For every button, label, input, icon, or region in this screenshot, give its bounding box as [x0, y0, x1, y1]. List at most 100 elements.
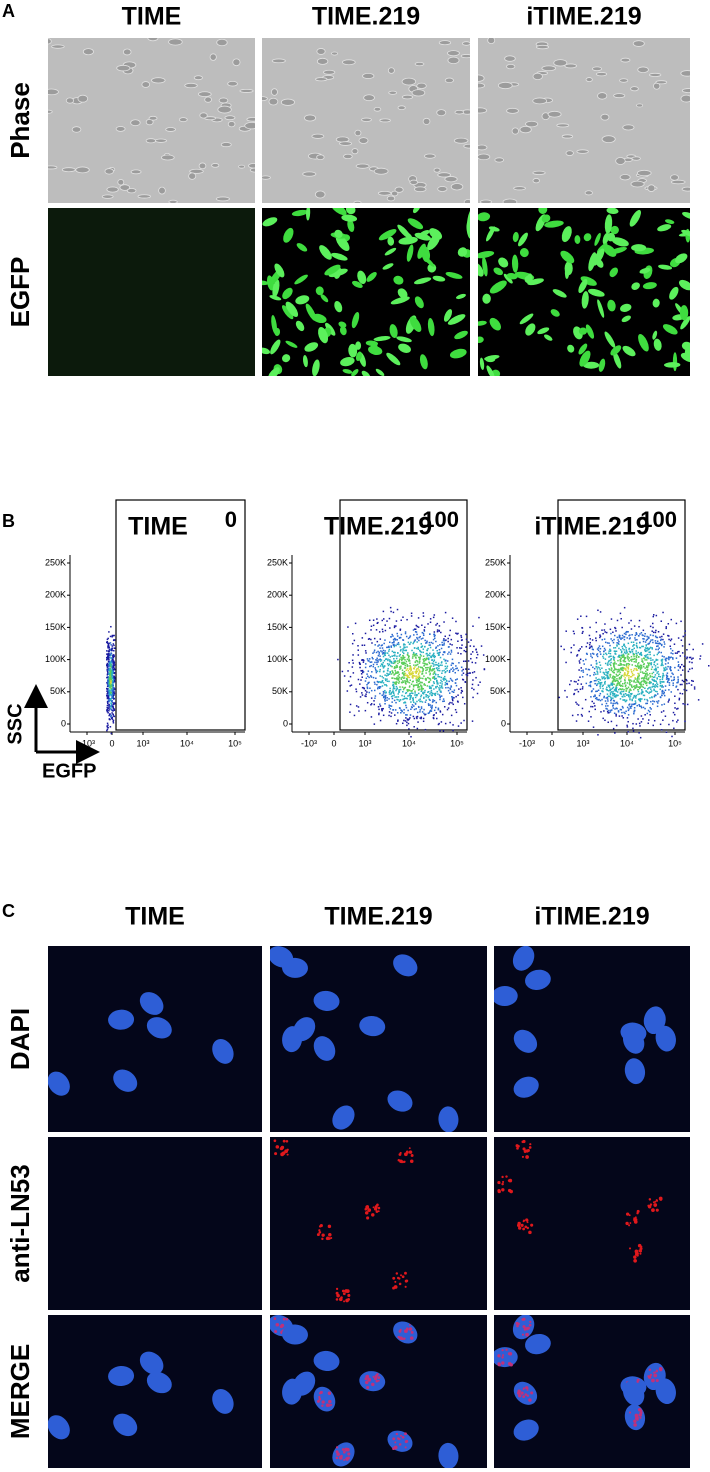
event [617, 656, 620, 658]
cell [315, 286, 324, 296]
event [673, 727, 675, 730]
event [455, 695, 457, 698]
event [106, 638, 109, 641]
event [625, 650, 628, 652]
event [647, 678, 650, 681]
event [483, 668, 486, 670]
event [382, 630, 384, 633]
event [415, 671, 418, 674]
event [686, 682, 688, 685]
cell [352, 280, 363, 289]
event [610, 632, 612, 635]
event [382, 693, 385, 695]
event [108, 705, 110, 707]
event [408, 689, 410, 691]
ln53-signal [335, 1456, 339, 1460]
event [437, 683, 439, 685]
ln53-signal [518, 1226, 522, 1230]
event [373, 703, 375, 706]
cell [583, 233, 592, 242]
event [598, 694, 601, 697]
event [620, 667, 622, 669]
event [608, 656, 610, 658]
nucleus [313, 990, 340, 1011]
event [111, 690, 114, 692]
event [443, 638, 445, 640]
event [453, 697, 455, 699]
event [670, 675, 672, 678]
cell [238, 164, 246, 169]
ln53-signal [366, 1385, 370, 1390]
ln53-signal [639, 1247, 643, 1251]
cell [662, 324, 678, 335]
event [647, 688, 649, 690]
y-tick-label: 100K [267, 654, 288, 664]
event [451, 617, 454, 619]
event [630, 641, 633, 644]
event [452, 662, 455, 665]
cell [578, 343, 588, 355]
event [646, 657, 649, 659]
ln53-signal [404, 1440, 408, 1444]
event [677, 707, 679, 710]
ln53-signal [410, 1153, 414, 1157]
cell [312, 359, 320, 376]
event [645, 654, 647, 656]
event [108, 646, 111, 649]
event [392, 662, 395, 665]
event [660, 729, 663, 731]
event [409, 698, 411, 701]
event [614, 676, 616, 678]
event [434, 694, 437, 696]
cell [433, 167, 441, 173]
event [455, 632, 457, 635]
event [404, 649, 406, 652]
event [384, 694, 387, 697]
ln53-signal [319, 1390, 323, 1394]
cell [355, 163, 370, 169]
event [112, 703, 115, 706]
cell [361, 117, 372, 122]
cell [606, 232, 616, 242]
event [398, 643, 400, 646]
event [620, 657, 622, 660]
event [402, 616, 404, 618]
event [382, 649, 385, 652]
event [570, 651, 572, 654]
cell [379, 118, 391, 123]
event [568, 683, 571, 686]
event [400, 665, 402, 667]
event [461, 674, 463, 676]
event [627, 731, 629, 733]
cell [401, 94, 414, 100]
event [656, 705, 659, 708]
event [581, 686, 584, 688]
event [404, 646, 406, 649]
event [370, 638, 372, 641]
event [409, 693, 411, 695]
event [433, 699, 436, 702]
event [475, 649, 477, 651]
event [109, 653, 111, 656]
event [660, 659, 663, 661]
event [392, 687, 395, 689]
ln53-signal [628, 1224, 631, 1227]
ln53-signal [628, 1214, 631, 1217]
event [613, 693, 616, 696]
event [659, 636, 661, 638]
event [384, 624, 386, 626]
event [638, 673, 640, 675]
event [428, 658, 430, 661]
event [429, 670, 431, 672]
event [650, 663, 652, 665]
event [415, 684, 417, 686]
ln53-signal [526, 1326, 530, 1330]
event [589, 646, 591, 648]
event [646, 698, 648, 701]
event [106, 704, 109, 707]
event [591, 700, 593, 703]
cell [413, 186, 427, 193]
ln53-signal [364, 1211, 369, 1215]
event [384, 689, 386, 692]
event [365, 652, 367, 654]
